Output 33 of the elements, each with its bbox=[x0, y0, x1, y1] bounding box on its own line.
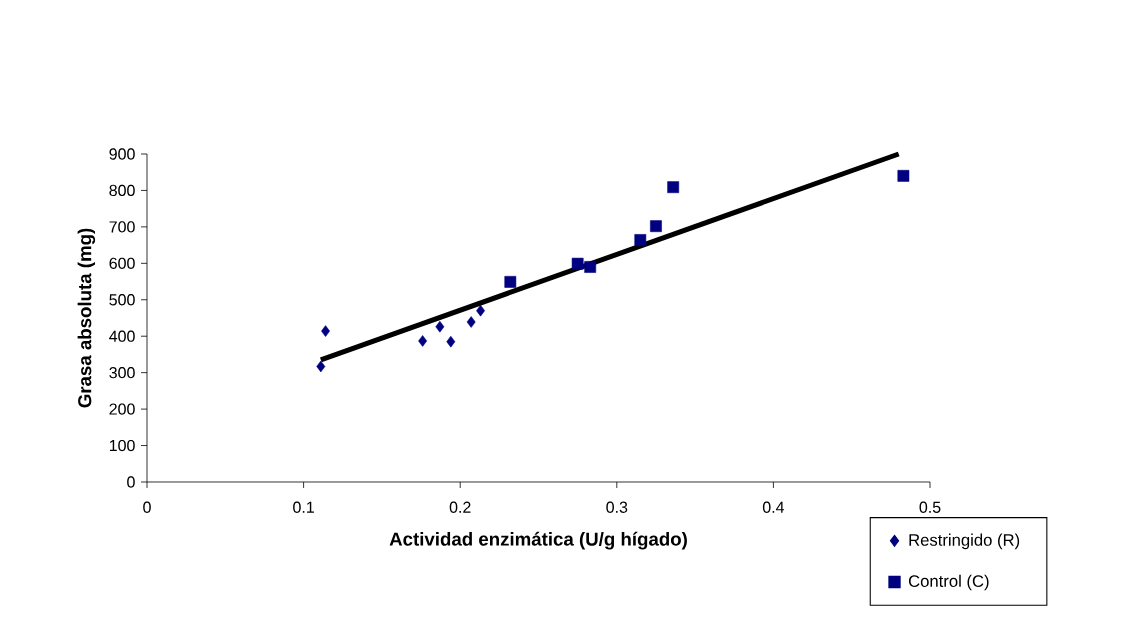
y-tick-label: 100 bbox=[109, 439, 135, 452]
y-tick-label: 400 bbox=[109, 330, 135, 342]
point bbox=[446, 335, 456, 348]
point bbox=[504, 276, 517, 288]
y-tick-label: 600 bbox=[109, 257, 135, 269]
point bbox=[418, 335, 428, 347]
x-tick-label: 0.4 bbox=[762, 501, 785, 513]
point bbox=[466, 316, 476, 328]
point bbox=[667, 181, 680, 194]
y-tick-label: 300 bbox=[109, 367, 135, 379]
x-tick-label: 0.1 bbox=[293, 501, 314, 513]
y-tick-label: 200 bbox=[109, 403, 135, 415]
legend-label: Restringido (R) bbox=[909, 533, 1020, 550]
point bbox=[584, 261, 597, 273]
x-tick-label: 0.5 bbox=[919, 501, 941, 513]
point bbox=[897, 169, 910, 182]
point bbox=[321, 325, 330, 337]
x-axis-title: Actividad enzimática (U/g hígado) bbox=[389, 531, 687, 550]
x-tick-label: 0.2 bbox=[449, 501, 471, 513]
y-tick-label: 0 bbox=[127, 476, 135, 488]
x-tick-label: 0.3 bbox=[606, 501, 628, 513]
legend-label: Control (C) bbox=[908, 574, 989, 591]
y-tick-label: 900 bbox=[109, 148, 135, 160]
point bbox=[571, 257, 584, 270]
y-tick-label: 700 bbox=[109, 221, 135, 233]
point bbox=[316, 360, 326, 373]
x-tick-label: 0 bbox=[143, 501, 151, 513]
y-axis-title: Grasa absoluta (mg) bbox=[77, 228, 96, 408]
point bbox=[435, 320, 445, 333]
point bbox=[634, 234, 647, 246]
point bbox=[650, 220, 662, 233]
y-tick-label: 800 bbox=[109, 184, 135, 197]
y-tick-label: 500 bbox=[109, 294, 135, 306]
